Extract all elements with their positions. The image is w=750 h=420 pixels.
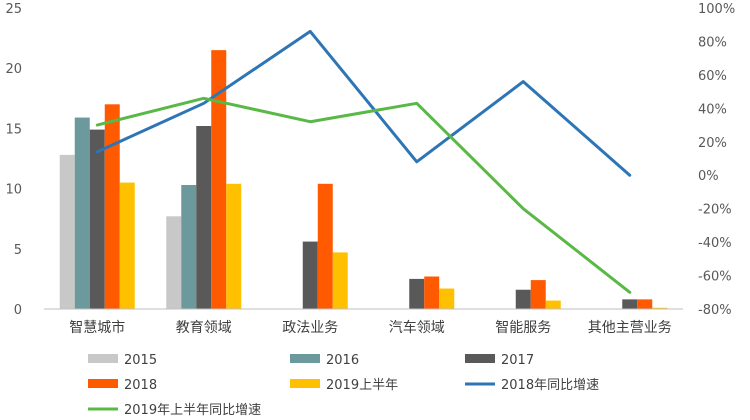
legend-label: 2016 — [326, 353, 359, 368]
right-axis-tick: -20% — [698, 203, 732, 218]
bar-2018-智能服务 — [530, 280, 546, 309]
right-axis-tick: -80% — [698, 303, 732, 318]
line-2019年上半年同比增速 — [95, 96, 632, 294]
left-axis: 0 5 10 15 20 25 — [5, 2, 22, 318]
right-axis-tick: 60% — [698, 69, 727, 84]
bar-2019上半年-智能服务 — [545, 300, 561, 309]
category-labels: 智慧城市 教育领域 政法业务 汽车领域 智能服务 其他主营业务 — [69, 319, 672, 336]
legend-swatch — [290, 354, 320, 363]
left-axis-tick: 5 — [14, 243, 22, 258]
right-axis-tick: -40% — [698, 236, 732, 251]
bars — [59, 50, 668, 310]
left-axis-tick: 25 — [5, 2, 22, 17]
legend-swatch — [88, 354, 118, 363]
right-axis-tick: 40% — [698, 102, 727, 117]
bar-2019上半年-智慧城市 — [119, 182, 135, 309]
left-axis-tick: 15 — [5, 122, 22, 137]
category-label: 教育领域 — [176, 320, 232, 336]
right-axis-tick: -60% — [698, 270, 732, 285]
bar-2018-教育领域 — [211, 50, 227, 309]
bar-2019上半年-教育领域 — [226, 183, 242, 309]
bar-2017-政法业务 — [302, 241, 318, 309]
bar-2019上半年-政法业务 — [332, 252, 348, 309]
bar-2017-智能服务 — [515, 289, 531, 309]
bar-2017-教育领域 — [196, 125, 212, 309]
left-axis-tick: 20 — [5, 62, 22, 77]
category-label: 汽车领域 — [389, 319, 445, 336]
bar-2015-教育领域 — [166, 216, 182, 309]
category-label: 其他主营业务 — [588, 320, 672, 336]
legend-swatch — [88, 379, 118, 388]
right-axis-tick: 100% — [698, 2, 735, 17]
bar-2019上半年-汽车领域 — [439, 288, 455, 309]
line-2018年同比增速 — [95, 29, 632, 177]
legend: 2015 2016 2017 2018 2019上半年 2018年同比增速 2019年上半年… — [88, 353, 599, 418]
bar-2017-智慧城市 — [89, 129, 105, 309]
bar-2016-教育领域 — [181, 184, 197, 309]
bar-2018-政法业务 — [317, 183, 333, 309]
left-axis-tick: 0 — [14, 303, 22, 318]
right-axis-tick: 0% — [698, 169, 719, 184]
category-label: 智能服务 — [495, 320, 551, 336]
legend-label: 2019年上半年同比增速 — [124, 403, 261, 418]
category-label: 政法业务 — [282, 320, 338, 336]
legend-label: 2018年同比增速 — [501, 378, 599, 393]
bar-2018-汽车领域 — [424, 276, 440, 309]
bar-2019上半年-其他主营业务 — [652, 307, 668, 309]
bar-2018-其他主营业务 — [637, 299, 653, 309]
category-label: 智慧城市 — [69, 319, 125, 336]
legend-label: 2017 — [501, 353, 534, 368]
left-axis-tick: 10 — [5, 183, 22, 198]
legend-label: 2015 — [124, 353, 157, 368]
right-axis-tick: 20% — [698, 136, 727, 151]
right-axis: -80% -60% -40% -20% 0% 20% 40% 60% 80% 100% — [698, 2, 735, 318]
bar-2017-其他主营业务 — [622, 299, 638, 309]
legend-label: 2018 — [124, 378, 157, 393]
lines — [95, 29, 632, 294]
bar-2018-智慧城市 — [104, 104, 120, 309]
right-axis-tick: 80% — [698, 35, 727, 50]
legend-label: 2019上半年 — [326, 378, 398, 393]
bar-2016-智慧城市 — [74, 117, 90, 310]
legend-swatch — [465, 354, 495, 363]
bar-2017-汽车领域 — [409, 278, 425, 309]
bar-2015-智慧城市 — [59, 154, 75, 309]
legend-swatch — [290, 379, 320, 388]
